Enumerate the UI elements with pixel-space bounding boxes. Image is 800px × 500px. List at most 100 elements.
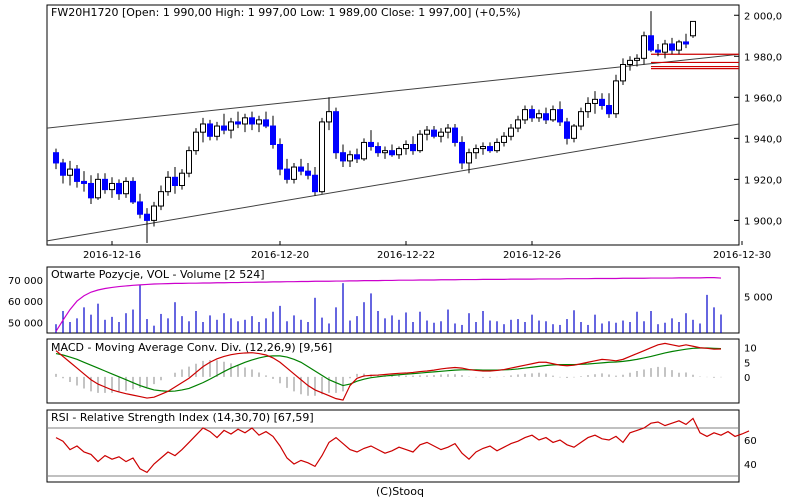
price-ytick-label: 1 940,0 (744, 134, 782, 145)
candle-body (298, 166, 304, 172)
candle-body (333, 111, 339, 154)
candle-body (319, 121, 325, 193)
candle-body (305, 170, 311, 176)
candle-body (221, 125, 227, 131)
candle-body (88, 182, 94, 199)
candle-body (368, 141, 374, 148)
candle-body (193, 131, 199, 152)
price-xtick-label: 2016-12-30 (713, 250, 771, 261)
candle-body (599, 98, 605, 107)
candle-body (116, 182, 122, 195)
candle-body (585, 102, 591, 113)
price-ytick-label: 1 980,0 (744, 52, 782, 63)
candle-body (655, 49, 661, 53)
candle-body (200, 123, 206, 133)
candle-body (179, 172, 185, 187)
macd-panel-frame (46, 338, 740, 404)
macd-tick-label: 5 (744, 358, 750, 369)
candle-body (291, 166, 297, 180)
price-xtick-label: 2016-12-22 (377, 250, 435, 261)
candle-body (130, 180, 136, 203)
price-ytick-label: 1 920,0 (744, 175, 782, 186)
rsi-line (55, 417, 750, 474)
candle-body (592, 98, 598, 104)
candle-body (487, 146, 493, 152)
candle-body (452, 127, 458, 143)
candle-body (144, 213, 150, 221)
price-xtick-label: 2016-12-26 (503, 250, 561, 261)
candle-body (354, 154, 360, 160)
candle-body (102, 178, 108, 191)
candle-body (361, 141, 367, 160)
macd-panel-title: MACD - Moving Average Conv. Div. (12,26,… (51, 341, 332, 354)
candle-body (515, 119, 521, 129)
candle-body (648, 35, 654, 51)
candle-body (494, 141, 500, 152)
candle-body (550, 109, 556, 121)
candle-body (228, 121, 234, 131)
candle-body (445, 127, 451, 133)
candle-body (284, 168, 290, 180)
price-xtick-label: 2016-12-16 (83, 250, 141, 261)
candle-body (382, 150, 388, 154)
candle-body (249, 117, 255, 125)
candle-body (256, 119, 262, 125)
candle-body (508, 127, 514, 137)
candle-body (172, 176, 178, 187)
candle-body (137, 201, 143, 215)
candle-body (165, 176, 171, 193)
candle-body (557, 109, 563, 123)
candle-body (389, 150, 395, 156)
candle-body (214, 125, 220, 137)
candle-body (438, 131, 444, 137)
price-panel-title: FW20H1720 [Open: 1 990,00 High: 1 997,00… (51, 6, 521, 19)
candle-body (410, 143, 416, 152)
price-ytick-label: 1 960,0 (744, 93, 782, 104)
candle-body (95, 178, 101, 199)
candle-body (613, 80, 619, 115)
candle-body (347, 154, 353, 162)
candle-body (522, 109, 528, 121)
volume-right-tick-label: 5 000 (744, 292, 773, 303)
candle-body (67, 168, 73, 176)
candle-body (676, 41, 682, 51)
candle-body (627, 59, 633, 65)
candle-body (60, 162, 66, 176)
macd-tick-label: 0 (744, 373, 750, 384)
candle-body (81, 180, 87, 184)
candle-body (690, 20, 696, 37)
candle-body (403, 143, 409, 150)
candle-body (536, 113, 542, 119)
candle-body (123, 180, 129, 195)
candle-body (158, 191, 164, 207)
candle-body (431, 129, 437, 137)
price-ytick-label: 1 900,0 (744, 216, 782, 227)
candle-body (459, 141, 465, 164)
candle-body (326, 111, 332, 123)
candle-body (473, 148, 479, 154)
candle-body (662, 43, 668, 53)
candle-body (466, 152, 472, 164)
price-xtick-label: 2016-12-20 (251, 250, 309, 261)
candle-body (669, 43, 675, 51)
rsi-panel-title: RSI - Relative Strength Index (14,30,70)… (51, 411, 314, 424)
candle-body (543, 113, 549, 121)
rsi-tick-label: 40 (744, 460, 757, 471)
price-ytick-label: 2 000,0 (744, 11, 782, 22)
macd-line (55, 342, 722, 401)
candle-body (683, 41, 689, 45)
candle-body (375, 146, 381, 154)
candle-body (263, 119, 269, 127)
candle-body (340, 152, 346, 162)
candle-body (480, 146, 486, 150)
rsi-tick-label: 60 (744, 436, 757, 447)
candle-body (242, 117, 248, 125)
candle-body (606, 105, 612, 115)
candle-body (424, 129, 430, 135)
candle-body (235, 121, 241, 125)
candle-body (109, 182, 115, 191)
price-panel-frame (46, 4, 740, 246)
candle-body (417, 133, 423, 152)
candle-body (270, 125, 276, 145)
